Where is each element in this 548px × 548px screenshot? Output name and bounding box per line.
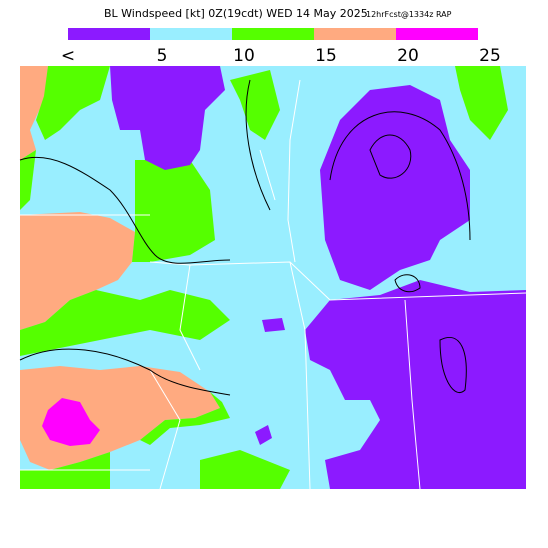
- region: [20, 150, 36, 210]
- region: [42, 398, 100, 446]
- map: [19, 66, 527, 490]
- legend-label: 10: [233, 46, 255, 66]
- legend-swatch: [314, 28, 396, 40]
- legend-swatch: [68, 28, 150, 40]
- region: [320, 85, 470, 290]
- region: [255, 425, 272, 445]
- region: [20, 66, 48, 160]
- legend-swatch: [396, 28, 478, 40]
- borders: [20, 79, 527, 490]
- legend: <5 10 15 20 25: [61, 28, 501, 66]
- legend-label: 20: [397, 46, 419, 66]
- region: [20, 290, 230, 356]
- region: [455, 66, 508, 140]
- region: [110, 66, 225, 170]
- region: [20, 212, 135, 330]
- legend-label: 25: [479, 46, 501, 66]
- region: [305, 280, 526, 489]
- region: [132, 160, 215, 262]
- legend-label: 15: [315, 46, 337, 66]
- legend-swatch: [150, 28, 232, 40]
- region: [230, 70, 280, 140]
- region: [140, 366, 230, 445]
- contours: [19, 79, 471, 396]
- legend-label: 5: [157, 46, 168, 66]
- region: [200, 450, 290, 489]
- subtitle: 12hrFcst@1334z RAP: [366, 10, 452, 19]
- legend-label: <: [61, 46, 75, 66]
- legend-swatch: [232, 28, 314, 40]
- title: BL Windspeed [kt] 0Z(19cdt) WED 14 May 2…: [104, 7, 368, 20]
- region: [36, 66, 110, 140]
- region: [262, 318, 285, 332]
